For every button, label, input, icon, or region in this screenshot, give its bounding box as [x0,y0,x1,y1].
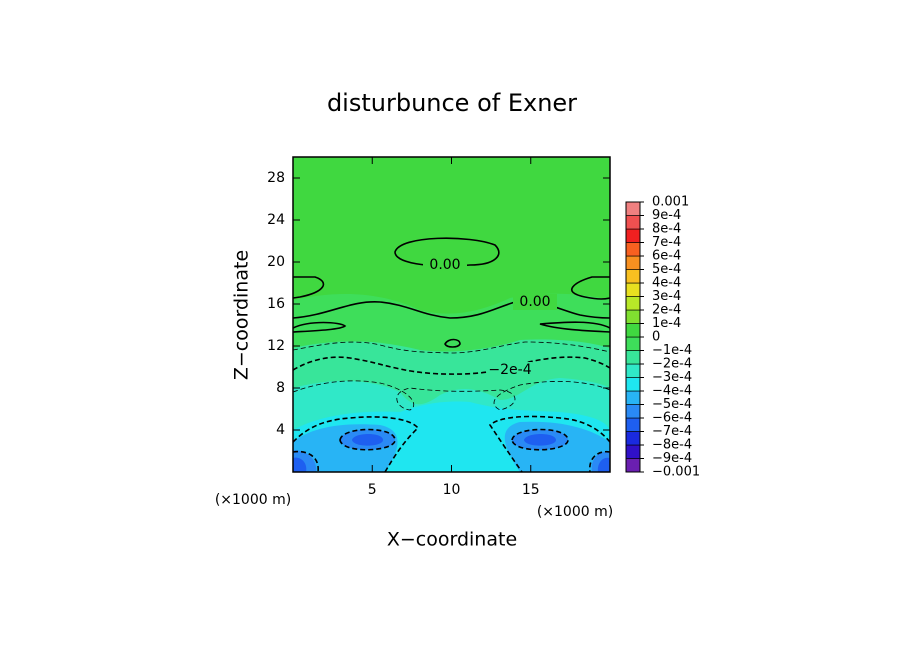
colorbar-label: 0.001 [652,195,689,210]
colorbar-label: 6e-4 [652,249,681,264]
colorbar-bin [625,417,641,432]
y-tick-label: 20 [267,254,285,270]
colorbar-bin [625,404,641,419]
colorbar-label: −4e-4 [652,384,692,399]
colorbar-bin [625,363,641,378]
colorbar-label: −6e-4 [652,411,692,426]
colorbar-label: 4e-4 [652,276,681,291]
colorbar-bin [625,390,641,405]
contour-lines: 0.00 0.00 −2e-4 [293,237,610,472]
colorbar-frame [625,201,641,473]
colorbar-label: 8e-4 [652,222,681,237]
colorbar-label: −3e-4 [652,370,692,385]
y-tick-label: 24 [267,212,285,228]
colorbar-bin [625,350,641,365]
colorbar-bin [625,458,641,473]
contour-label-bg [423,257,467,273]
colorbar-bin [625,255,641,270]
colorbar-bin [625,201,641,216]
y-axis-label: Z−coordinate [231,250,253,380]
colorbar-bin [625,282,641,297]
x-tick-label: 15 [522,482,540,498]
colorbar-bin [625,228,641,243]
colorbar-label: 5e-4 [652,262,681,277]
y-tick-label: 12 [267,338,285,354]
colorbar-bin [625,296,641,311]
x-unit-label: (×1000 m) [537,504,613,520]
y-tick-label: 4 [276,422,285,438]
colorbar-bin [625,336,641,351]
y-tick-label: 16 [267,296,285,312]
colorbar-label: −0.001 [652,465,700,480]
colorbar-label: −8e-4 [652,438,692,453]
contour-label: 0.00 [429,257,460,273]
colorbar-label: 0 [652,330,660,345]
colorbar-label: 1e-4 [652,316,681,331]
colorbar-label: −9e-4 [652,451,692,466]
colorbar-bin [625,377,641,392]
contour-label-bg [488,362,532,378]
x-tick-label: 5 [368,482,377,498]
chart-title: disturbunce of Exner [327,89,577,117]
contour-region [293,434,610,472]
y-tick-label: 8 [276,380,285,396]
field [293,157,610,472]
colorbar-label: 2e-4 [652,303,681,318]
colorbar-bin [625,242,641,257]
colorbar-label: −1e-4 [652,343,692,358]
colorbar-bin [625,444,641,459]
y-tick-label: 28 [267,170,285,186]
colorbar-bin [625,323,641,338]
colorbar-label: 3e-4 [652,289,681,304]
x-unit-label: (×1000 m) [215,492,291,508]
colorbar-bin [625,215,641,230]
contour-label-bg [513,294,557,310]
colorbar-bin [625,431,641,446]
colorbar-label: 9e-4 [652,208,681,223]
x-axis-label: X−coordinate [387,529,517,551]
colorbar-label: −2e-4 [652,357,692,372]
colorbar-label: −5e-4 [652,397,692,412]
x-tick-label: 10 [443,482,461,498]
colorbar-label: −7e-4 [652,424,692,439]
contour-label: 0.00 [519,294,550,310]
colorbar-label: 7e-4 [652,235,681,250]
contour-label: −2e-4 [488,362,531,378]
colorbar-bin [625,309,641,324]
colorbar-bin [625,269,641,284]
